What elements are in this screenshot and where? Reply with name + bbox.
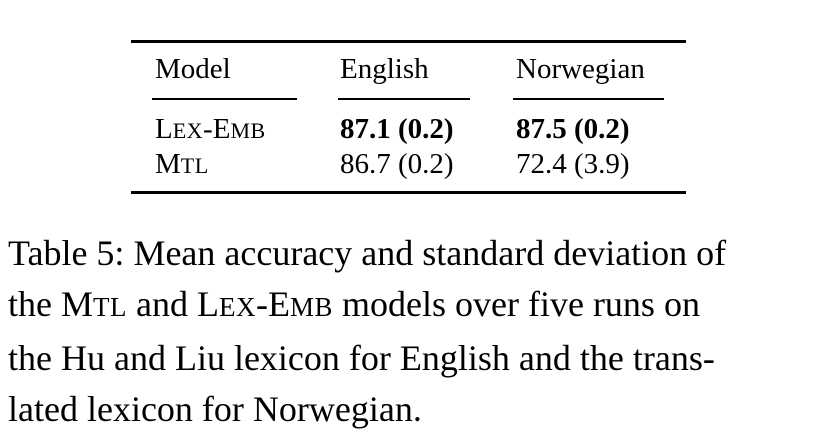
row-lexemb-model: LEX-EMB	[155, 113, 266, 145]
results-table: Model English Norwegian LEX-EMB 87.1 (0.…	[131, 40, 686, 196]
table-bottom-rule	[131, 191, 686, 194]
header-norwegian: Norwegian	[516, 53, 645, 85]
row-mtl-norwegian: 72.4 (3.9)	[516, 148, 630, 180]
caption-line-4: lated lexicon for Norwegian.	[8, 389, 422, 429]
header-rule-model	[152, 98, 297, 100]
row-mtl-model: MTL	[155, 148, 209, 180]
header-rule-norwegian	[513, 98, 664, 100]
row-lexemb-norwegian: 87.5 (0.2)	[516, 113, 630, 145]
table-top-rule	[131, 40, 686, 43]
row-lexemb-english: 87.1 (0.2)	[340, 113, 454, 145]
row-mtl-english: 86.7 (0.2)	[340, 148, 454, 180]
caption-line-2: the MTL and LEX-EMB models over five run…	[8, 284, 700, 324]
header-model: Model	[155, 53, 231, 85]
header-english: English	[340, 53, 429, 85]
caption-line-1: Table 5: Mean accuracy and standard devi…	[8, 233, 727, 273]
caption-line-3: the Hu and Liu lexicon for English and t…	[8, 338, 715, 378]
header-rule-english	[338, 98, 470, 100]
table-caption: Table 5: Mean accuracy and standard devi…	[8, 228, 826, 435]
